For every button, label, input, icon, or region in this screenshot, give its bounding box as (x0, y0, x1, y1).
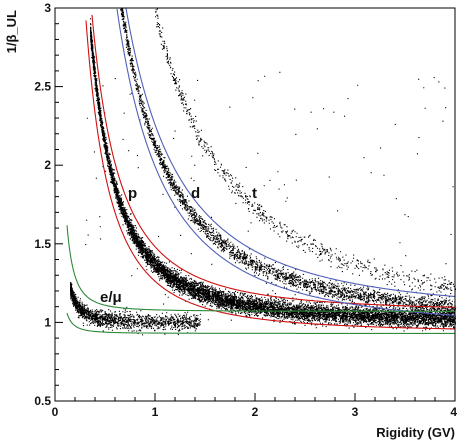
x-tick-label: 0 (52, 405, 59, 419)
y-tick-label: 3 (44, 1, 51, 15)
x-tick-label: 2 (252, 405, 259, 419)
annotation-t: t (252, 185, 257, 202)
deuteron-band-upper (125, 8, 456, 298)
electron-band-upper (66, 225, 455, 312)
y-tick-label: 2 (44, 158, 51, 172)
y-tick-label: 1 (44, 315, 51, 329)
axis-ticks (54, 7, 456, 402)
x-tick-label: 4 (450, 405, 457, 419)
x-tick-label: 3 (352, 405, 359, 419)
x-tick-labels: 0 1 2 3 4 (52, 405, 457, 419)
x-axis-label: Rigidity (GV) (376, 425, 455, 440)
annotation-d: d (191, 185, 200, 202)
y-tick-label: 1.5 (34, 237, 51, 251)
annotation-p: p (128, 185, 137, 202)
selection-bands (66, 8, 456, 334)
proton-band-lower (85, 20, 455, 330)
annotation-e-mu: e/μ (100, 289, 122, 306)
y-axis-label: 1/β_UL (4, 10, 19, 53)
y-tick-labels: 0.5 1 1.5 2 2.5 3 (34, 1, 51, 408)
y-tick-label: 0.5 (34, 394, 51, 408)
x-tick-label: 1 (152, 405, 159, 419)
plot-background (55, 8, 455, 401)
electron-band-lower (66, 312, 455, 334)
proton-band-upper (91, 14, 455, 308)
y-tick-label: 2.5 (34, 80, 51, 94)
deuteron-band-lower (116, 8, 456, 316)
